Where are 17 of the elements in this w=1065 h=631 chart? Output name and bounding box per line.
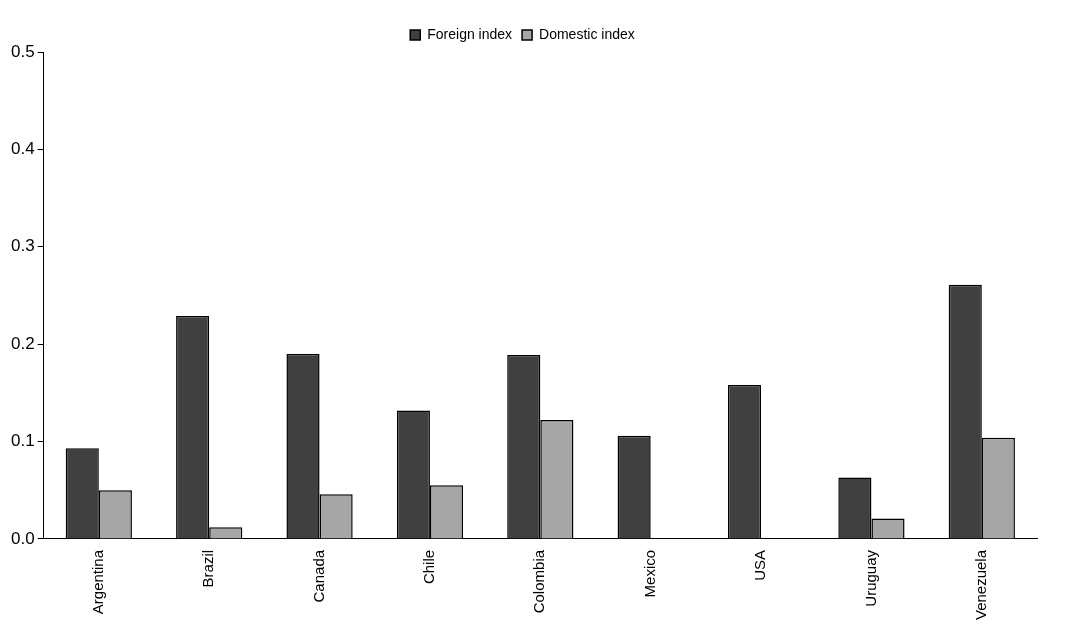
y-tick-label: 0.1: [10, 431, 35, 451]
y-tick-label: 0.5: [10, 41, 35, 61]
x-tick-label: Venezuela: [971, 549, 989, 621]
y-tick-label: 0.3: [10, 236, 35, 256]
x-tick-label: Mexico: [640, 549, 658, 598]
y-tick-label: 0.4: [10, 139, 35, 159]
x-tick-label: Colombia: [530, 549, 548, 614]
x-tick-label: Uruguay: [861, 549, 879, 607]
x-tick-label: USA: [751, 549, 769, 581]
legend-label: Domestic index: [539, 25, 635, 42]
x-tick-label: Argentina: [88, 549, 106, 615]
y-tick-label: 0.2: [10, 333, 35, 353]
legend-label: Foreign index: [427, 25, 513, 42]
x-tick-label: Brazil: [199, 549, 217, 588]
x-tick-label: Chile: [420, 549, 438, 585]
y-tick-label: 0.0: [10, 528, 35, 548]
x-tick-label: Canada: [309, 549, 327, 603]
